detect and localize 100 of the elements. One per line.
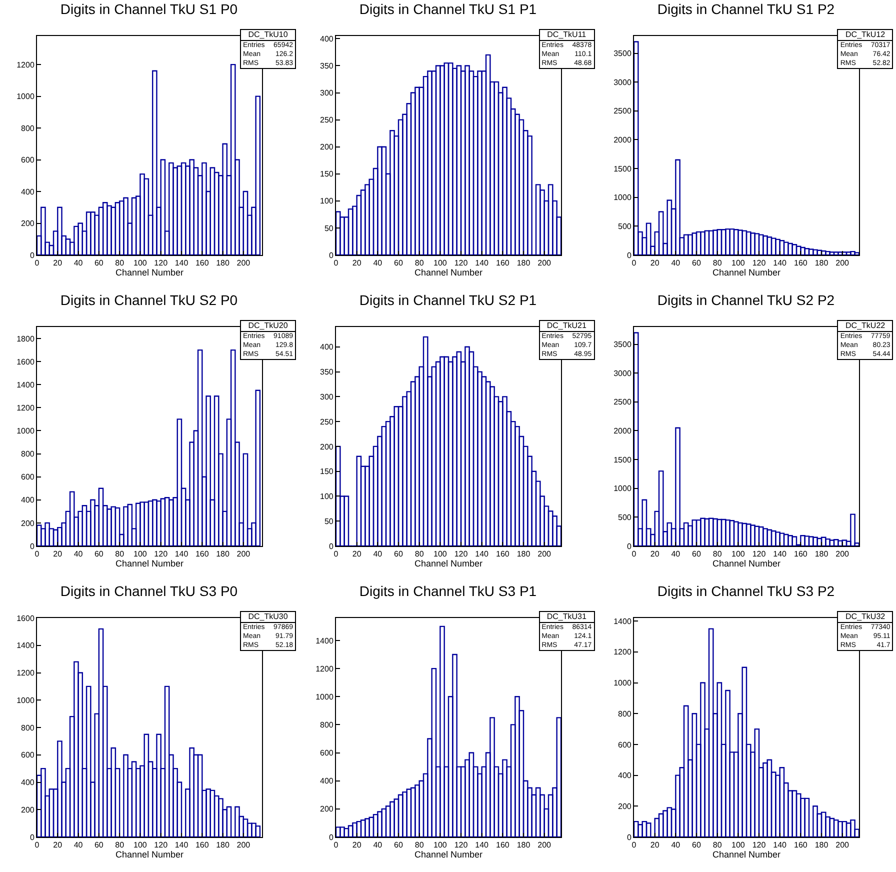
y-tick-label: 1000 bbox=[614, 484, 632, 494]
x-tick-label: 100 bbox=[134, 258, 148, 268]
y-tick-label: 400 bbox=[320, 342, 334, 352]
x-tick-label: 100 bbox=[134, 550, 148, 559]
x-tick-label: 180 bbox=[216, 258, 230, 268]
x-tick-label: 40 bbox=[74, 840, 84, 850]
x-tick-label: 160 bbox=[496, 258, 510, 268]
y-tick-label: 250 bbox=[320, 417, 334, 426]
y-tick-label: 1200 bbox=[16, 403, 35, 412]
y-tick-label: 150 bbox=[320, 467, 334, 476]
x-tick-label: 80 bbox=[115, 258, 125, 268]
x-tick-label: 80 bbox=[414, 258, 424, 268]
x-tick-label: 20 bbox=[53, 258, 63, 268]
y-tick-label: 200 bbox=[618, 802, 632, 811]
y-tick-label: 300 bbox=[320, 392, 334, 402]
y-tick-label: 350 bbox=[320, 368, 334, 377]
x-tick-label: 60 bbox=[394, 258, 404, 268]
x-tick-label: 20 bbox=[352, 840, 362, 850]
y-tick-label: 1500 bbox=[614, 455, 632, 464]
x-tick-label: 80 bbox=[414, 550, 424, 559]
y-tick-label: 1400 bbox=[16, 380, 35, 390]
y-tick-label: 0 bbox=[328, 832, 334, 842]
x-tick-label: 60 bbox=[394, 840, 404, 850]
y-tick-label: 1000 bbox=[614, 678, 632, 688]
x-tick-label: 100 bbox=[433, 840, 448, 850]
y-tick-label: 300 bbox=[320, 88, 334, 98]
y-tick-label: 800 bbox=[320, 720, 334, 730]
y-tick-label: 2000 bbox=[614, 426, 632, 436]
x-tick-label: 120 bbox=[154, 840, 168, 850]
y-tick-label: 250 bbox=[320, 116, 334, 125]
x-tick-label: 160 bbox=[195, 840, 210, 850]
y-tick-label: 1000 bbox=[16, 696, 35, 705]
annotation: DC_TkU20 bbox=[241, 321, 295, 332]
y-tick-label: 1800 bbox=[16, 334, 35, 344]
y-tick-label: 400 bbox=[320, 34, 334, 44]
y-tick-label: 1000 bbox=[315, 692, 334, 702]
x-tick-label: 120 bbox=[154, 550, 168, 559]
x-tick-label: 180 bbox=[216, 550, 230, 559]
x-tick-label: 200 bbox=[236, 550, 251, 559]
x-tick-label: 200 bbox=[236, 258, 251, 268]
x-tick-label: 120 bbox=[454, 258, 468, 268]
x-tick-label: 140 bbox=[174, 550, 189, 559]
x-tick-label: 60 bbox=[394, 550, 404, 559]
x-axis-title: Channel Number bbox=[414, 850, 482, 860]
y-tick-label: 1600 bbox=[16, 357, 35, 366]
x-tick-label: 20 bbox=[650, 840, 660, 850]
x-tick-label: 120 bbox=[752, 840, 767, 850]
x-tick-label: 160 bbox=[496, 840, 510, 850]
x-tick-label: 80 bbox=[713, 840, 723, 850]
y-tick-label: 2000 bbox=[614, 136, 632, 145]
y-tick-label: 400 bbox=[21, 187, 35, 196]
y-tick-label: 500 bbox=[618, 512, 632, 522]
x-axis-title: Channel Number bbox=[712, 268, 781, 278]
y-tick-label: 1400 bbox=[614, 616, 632, 626]
x-tick-label: 180 bbox=[516, 840, 530, 850]
y-tick-label: 800 bbox=[21, 723, 35, 732]
y-tick-label: 1400 bbox=[315, 636, 334, 646]
x-tick-label: 80 bbox=[713, 550, 723, 559]
y-tick-label: 200 bbox=[320, 442, 334, 452]
x-tick-label: 40 bbox=[372, 840, 382, 850]
y-tick-label: 1200 bbox=[614, 648, 632, 657]
x-tick-label: 200 bbox=[537, 550, 552, 559]
x-tick-label: 100 bbox=[732, 840, 746, 850]
x-tick-label: 20 bbox=[53, 550, 63, 559]
x-tick-label: 160 bbox=[195, 550, 210, 559]
x-tick-label: 180 bbox=[516, 258, 530, 268]
x-tick-label: 80 bbox=[414, 840, 424, 850]
x-axis-title: Channel Number bbox=[115, 268, 184, 278]
x-tick-label: 200 bbox=[836, 550, 850, 559]
y-tick-label: 1400 bbox=[16, 641, 35, 650]
y-tick-label: 200 bbox=[21, 219, 35, 228]
x-tick-label: 60 bbox=[94, 258, 104, 268]
y-tick-label: 1000 bbox=[16, 92, 35, 102]
x-tick-label: 20 bbox=[352, 550, 362, 559]
y-tick-label: 0 bbox=[30, 542, 35, 551]
y-tick-label: 400 bbox=[618, 771, 632, 780]
y-tick-label: 2500 bbox=[614, 398, 632, 407]
x-axis-title: Channel Number bbox=[414, 558, 482, 569]
x-tick-label: 80 bbox=[115, 550, 125, 559]
y-tick-label: 350 bbox=[320, 62, 334, 71]
x-tick-label: 140 bbox=[174, 840, 189, 850]
x-tick-label: 140 bbox=[773, 840, 788, 850]
chart-title: Digits in Channel TkU S1 P2 bbox=[658, 1, 836, 18]
x-tick-label: 40 bbox=[74, 258, 84, 268]
x-tick-label: 160 bbox=[195, 258, 210, 268]
x-tick-label: 160 bbox=[794, 550, 808, 559]
y-tick-label: 800 bbox=[21, 124, 35, 133]
annotation: DC_TkU32 bbox=[838, 612, 892, 623]
x-tick-label: 140 bbox=[773, 258, 788, 268]
y-tick-label: 600 bbox=[21, 156, 35, 165]
annotation: DC_TkU12 bbox=[838, 30, 892, 41]
x-tick-label: 60 bbox=[94, 840, 104, 850]
chart-title: Digits in Channel TkU S2 P2 bbox=[658, 292, 836, 308]
y-tick-label: 1200 bbox=[16, 668, 35, 678]
y-tick-label: 3500 bbox=[614, 49, 632, 58]
x-tick-label: 20 bbox=[53, 840, 63, 850]
x-tick-label: 60 bbox=[94, 550, 104, 559]
y-tick-label: 1200 bbox=[16, 60, 35, 70]
x-tick-label: 100 bbox=[433, 550, 448, 559]
x-tick-label: 60 bbox=[692, 840, 702, 850]
